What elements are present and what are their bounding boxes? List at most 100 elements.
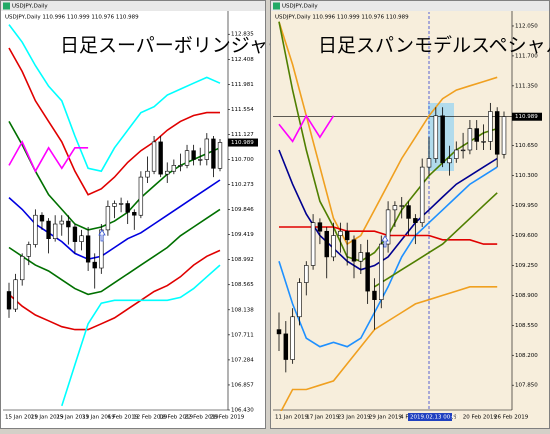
price-tick-label: 110.650: [515, 143, 538, 149]
indicator-line: [278, 166, 498, 348]
candle-body: [118, 203, 124, 205]
candle-body: [26, 244, 31, 257]
candle-body: [488, 111, 493, 142]
price-tag: [512, 112, 542, 121]
date-label: 31 Jan 2019: [82, 415, 115, 421]
candle-body: [13, 279, 18, 310]
indicator-line: [278, 149, 498, 271]
date-label: 25 Jan 2019: [56, 415, 89, 421]
candle-body: [310, 222, 316, 266]
candle-body: [474, 128, 479, 142]
date-label: 29 Jan 2019: [369, 415, 402, 421]
indicator-line: [8, 179, 221, 261]
price-tick-label: 112.835: [231, 32, 254, 38]
candle-body: [419, 166, 425, 223]
price-tick-label: 107.711: [231, 332, 254, 338]
candle-body: [460, 149, 466, 152]
candle-body: [158, 141, 163, 175]
candle-body: [317, 222, 323, 232]
price-tick-label: 107.284: [231, 357, 254, 363]
price-tick-label: 108.200: [515, 353, 538, 359]
candle-body: [105, 206, 111, 231]
price-tick-label: 109.600: [515, 233, 538, 239]
date-label: 22 Feb 2019: [184, 415, 219, 421]
candle-body: [217, 142, 223, 169]
title-bar: [1, 1, 265, 11]
price-tick-label: 110.300: [515, 173, 538, 179]
current-price: 110.989: [231, 140, 254, 146]
date-label: 23 Jan 2019: [338, 415, 371, 421]
candle-body: [392, 205, 398, 211]
candle-body: [290, 316, 295, 360]
candle-body: [433, 115, 439, 159]
indicator-line: [8, 47, 220, 196]
indicator-line: [278, 21, 498, 246]
price-tick-label: 111.700: [515, 53, 538, 59]
date-label: 21 Jan 2019: [31, 415, 64, 421]
candle-body: [501, 116, 507, 155]
candle-body: [85, 235, 91, 263]
candle-body: [145, 170, 150, 178]
price-tick-label: 111.554: [231, 107, 254, 113]
crosshair-tag: [408, 413, 452, 421]
candle-body: [413, 218, 418, 223]
plot-area: [273, 12, 512, 411]
candle-body: [33, 214, 38, 245]
window-title: USDJPY,Daily: [282, 4, 318, 10]
candle-body: [132, 211, 137, 216]
price-tick-label: 110.700: [231, 157, 254, 163]
date-label: 26 Feb 2019: [494, 415, 529, 421]
candle-body: [211, 138, 216, 169]
candle-body: [46, 220, 51, 239]
candle-body: [365, 252, 370, 292]
candle-body: [297, 282, 302, 318]
candle-body: [447, 158, 452, 164]
candle-body: [351, 239, 357, 262]
candle-body: [39, 214, 45, 222]
chart-info: USDJPY,Daily 110.996 110.999 110.976 110…: [275, 15, 409, 21]
candle-body: [125, 203, 130, 213]
date-label: 15 Jan 2019: [5, 415, 38, 421]
candle-body: [338, 230, 343, 236]
candle-body: [324, 230, 329, 258]
date-label: 17 Jan 2019: [306, 415, 339, 421]
indicator-line: [8, 121, 221, 231]
indicator-line: [8, 24, 221, 173]
candle-body: [72, 226, 78, 242]
candle-body: [52, 223, 58, 239]
candle-body: [92, 261, 97, 269]
price-tick-label: 111.350: [515, 83, 538, 89]
price-tick-label: 108.550: [515, 323, 538, 329]
indicator-line: [61, 264, 221, 407]
candle-body: [385, 209, 391, 245]
candle-body: [379, 243, 384, 300]
price-tick-label: 112.050: [515, 23, 538, 29]
candle-body: [494, 111, 500, 155]
chart-info: USDJPY,Daily 110.996 110.999 110.976 110…: [5, 15, 139, 21]
candle-body: [406, 205, 411, 219]
date-label: 11 Jan 2019: [275, 415, 308, 421]
indicator-line: [8, 249, 221, 331]
candle-body: [304, 265, 309, 283]
indicator-line: [374, 192, 498, 288]
candle-body: [276, 329, 282, 335]
indicator-line: [278, 114, 335, 143]
candle-body: [399, 205, 404, 207]
title-bar: [271, 1, 549, 11]
price-tick-label: 111.981: [231, 82, 254, 88]
candle-body: [481, 141, 486, 143]
candle-body: [165, 170, 170, 175]
candle-body: [358, 252, 364, 262]
price-tick-label: 108.138: [231, 307, 254, 313]
price-tick-label: 111.127: [231, 132, 254, 138]
chart-heading: 日足スーパーボリンジャー: [60, 35, 287, 57]
candle-body: [454, 149, 459, 159]
candle-body: [99, 229, 104, 269]
price-tick-label: 109.846: [231, 207, 254, 213]
price-tick-label: 109.250: [515, 263, 538, 269]
candle-body: [198, 159, 203, 161]
candle-body: [191, 150, 196, 160]
price-tick-label: 109.419: [231, 232, 254, 238]
